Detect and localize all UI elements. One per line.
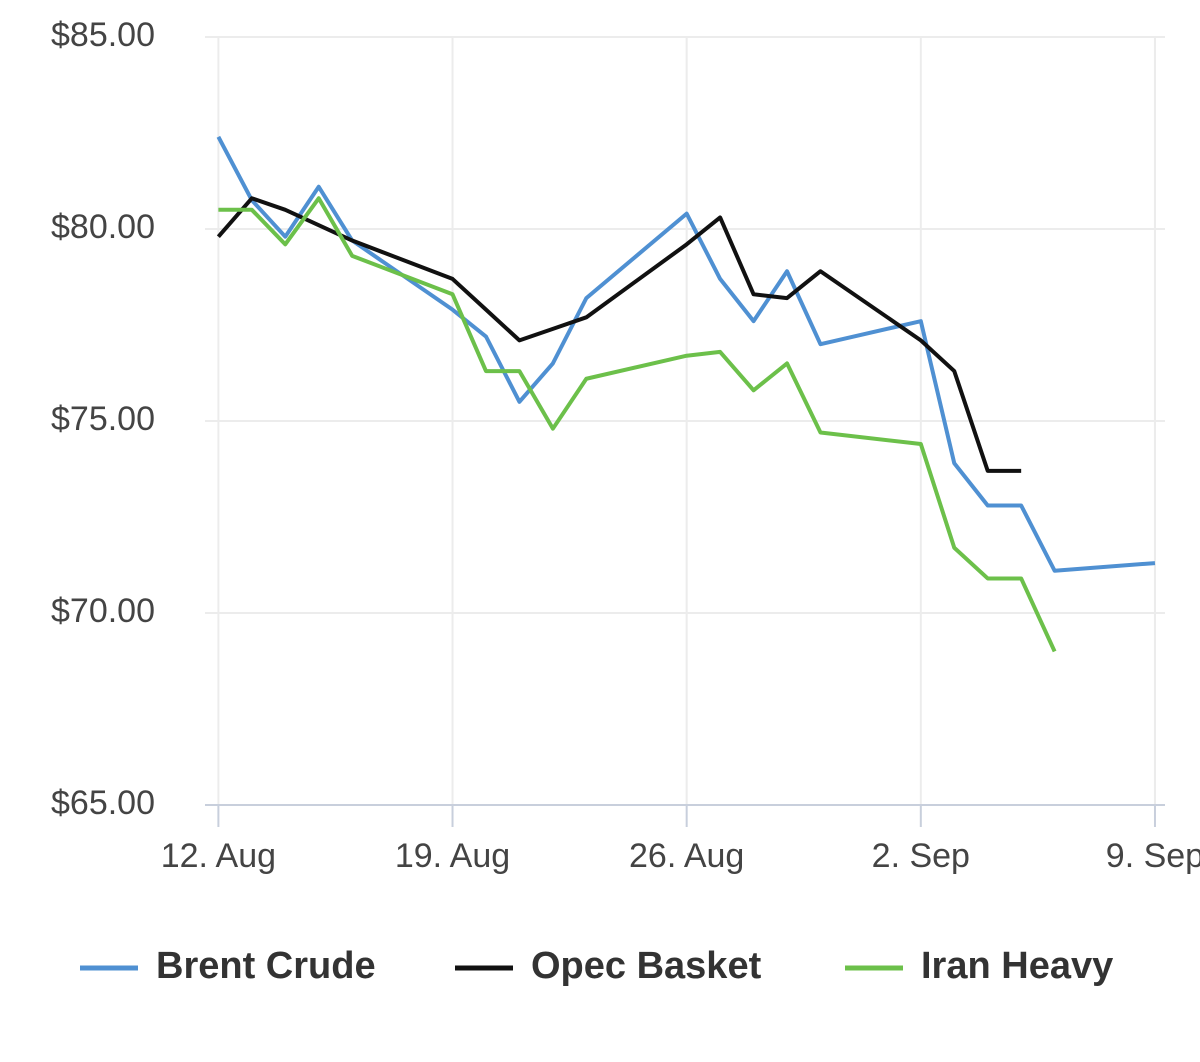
x-tick-label: 9. Sep xyxy=(1106,837,1200,875)
y-tick-label: $75.00 xyxy=(51,400,155,438)
legend-label: Opec Basket xyxy=(531,945,762,987)
line-series xyxy=(218,196,1057,653)
x-tick-label: 2. Sep xyxy=(872,837,970,875)
legend: Brent Crude Opec Basket Iran Heavy xyxy=(80,945,1113,987)
legend-label: Brent Crude xyxy=(156,945,376,987)
x-tick-label: 12. Aug xyxy=(161,837,276,875)
y-tick-label: $85.00 xyxy=(51,16,155,54)
legend-label: Iran Heavy xyxy=(921,945,1113,987)
y-tick-label: $80.00 xyxy=(51,208,155,246)
y-tick-label: $65.00 xyxy=(51,784,155,822)
x-tick-label: 26. Aug xyxy=(629,837,744,875)
line-series xyxy=(216,196,1022,473)
x-tick-label: 19. Aug xyxy=(395,837,510,875)
y-tick-label: $70.00 xyxy=(51,592,155,630)
line-series xyxy=(216,135,1156,573)
